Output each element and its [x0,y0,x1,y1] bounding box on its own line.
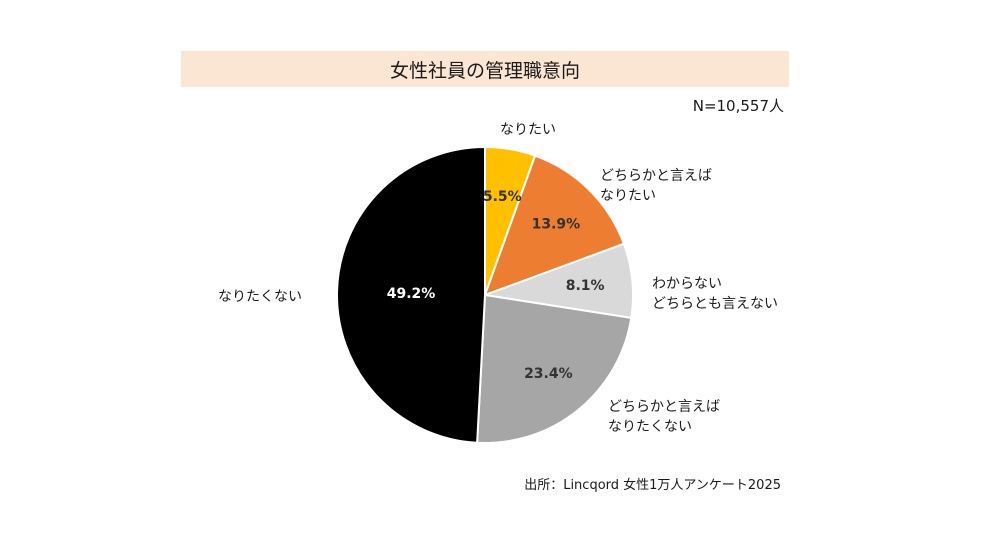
pie-slice-somewhat-not-want [476,293,633,444]
category-label-not-want: なりたくない [218,289,302,305]
category-label-unsure: わからない どちらとも言えない [652,276,778,312]
value-label-not-want: 49.2% [387,286,436,302]
sample-size-label: N=10,557人 [692,97,784,115]
value-label-somewhat-not-want: 23.4% [524,366,573,382]
pie-slice-somewhat-want [483,154,626,297]
value-label-somewhat-want: 13.9% [532,217,581,233]
category-label-somewhat-want: どちらかと言えば なりたい [600,168,712,204]
category-label-somewhat-not-want: どちらかと言えば なりたくない [608,399,720,435]
category-label-want: なりたい [500,122,556,138]
source-note: 出所：Lincqord 女性1万人アンケート2025 [524,478,781,493]
chart-title: 女性社員の管理職意向 [389,59,580,82]
pie-slice-not-want [336,145,486,444]
value-label-unsure: 8.1% [566,278,605,294]
chart-title-bar: 女性社員の管理職意向 [181,51,789,87]
value-label-want: 5.5% [483,189,522,205]
